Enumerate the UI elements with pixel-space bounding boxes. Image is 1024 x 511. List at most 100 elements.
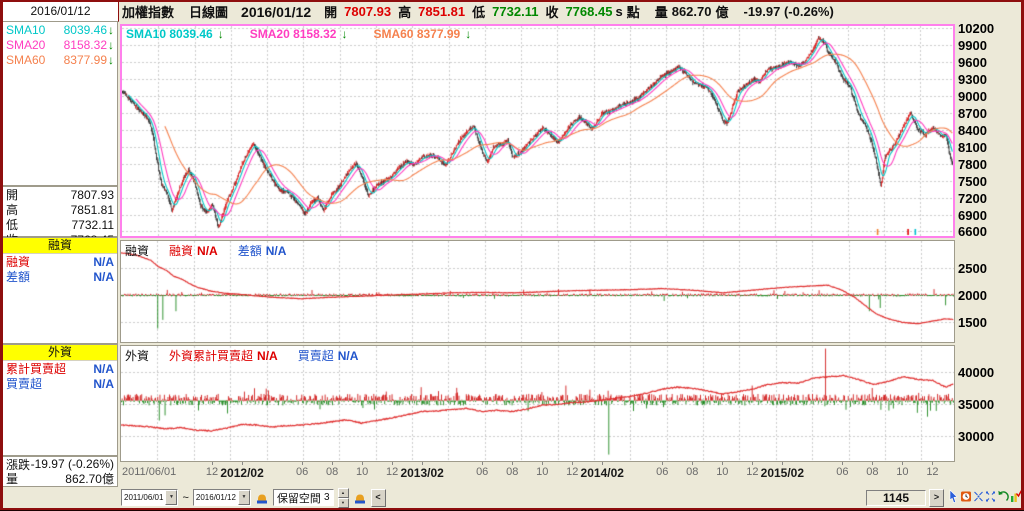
low-label: 低 <box>6 218 19 232</box>
expand-icon[interactable] <box>985 489 996 504</box>
open-row: 開 7807.93 <box>3 187 117 203</box>
x-tick-label: 06 <box>476 466 489 478</box>
margin-canvas[interactable] <box>121 241 954 342</box>
volume-label: 量 <box>654 5 668 20</box>
y-tick-label: 2500 <box>958 261 987 276</box>
foreign-info-box: 外資 累計買賣超 N/A 買賣超 N/A <box>3 344 118 456</box>
foreign-cum-row: 累計買賣超 N/A <box>3 361 117 377</box>
x-tick-mark <box>482 462 484 465</box>
spinner-up-icon[interactable]: ▲ <box>337 487 349 498</box>
x-tick-mark <box>212 462 214 465</box>
date-from-value: 2011/06/01 <box>124 493 164 502</box>
volume-label: 量 <box>6 471 19 486</box>
reserve-space-label: 保留空間 <box>276 492 321 505</box>
low-row: 低 7732.11 <box>3 217 117 233</box>
y-tick-label: 35000 <box>958 396 995 412</box>
x-tick-mark <box>542 462 544 465</box>
x-tick-label: 2014/02 <box>580 466 624 480</box>
high-label: 高 <box>398 5 412 20</box>
sma60-legend: SMA60 8377.99 <box>373 27 461 41</box>
reserve-spinner[interactable]: ▲ ▼ <box>337 487 349 508</box>
date-to-select[interactable]: 2016/01/12 ▼ <box>192 489 251 506</box>
price-panel[interactable]: SMA10 8039.46 ↓ SMA20 8158.32 ↓ SMA60 8377… <box>120 24 955 238</box>
x-tick-label: 2012/02 <box>220 466 264 480</box>
hand-icon[interactable] <box>353 491 367 505</box>
bar-count-display: 1145 <box>866 490 926 506</box>
x-tick-label: 08 <box>686 466 699 478</box>
volume-value: 862.70億 <box>65 471 114 486</box>
date-to-dropdown-button[interactable]: ▼ <box>237 490 250 505</box>
x-tick-label: 12 <box>926 466 939 478</box>
margin-diff-value: N/A <box>93 269 114 284</box>
sma20-legend: SMA20 8158.32 <box>249 27 337 41</box>
foreign-canvas[interactable] <box>121 346 954 461</box>
x-tick-mark <box>512 462 514 465</box>
y-tick-label: 8400 <box>958 122 987 138</box>
volume-row: 量 862.70億 <box>3 471 117 486</box>
date-range-separator: ~ <box>182 491 189 504</box>
x-tick-mark <box>242 462 244 465</box>
index-name: 加權指數 <box>122 5 175 20</box>
sma20-row: SMA20 8158.32↓ <box>3 37 117 52</box>
sma10-label: SMA10 <box>6 22 46 37</box>
x-tick-label: 06 <box>295 466 309 478</box>
margin-legend: 融資 融資 N/A 差額 N/A <box>125 242 286 259</box>
x-tick-mark <box>692 462 694 465</box>
x-tick-mark <box>782 462 784 465</box>
reserve-space-field[interactable]: 保留空間 3 <box>272 489 334 506</box>
margin-label: 融資 <box>6 255 31 269</box>
undo-icon[interactable] <box>997 489 1009 504</box>
diff-series-value: N/A <box>265 243 287 258</box>
y-tick-label: 6900 <box>958 207 987 223</box>
margin-panel[interactable]: 融資 融資 N/A 差額 N/A <box>120 240 955 343</box>
pointer-icon[interactable] <box>948 489 959 504</box>
x-tick-mark <box>362 462 364 465</box>
y-tick-label: 8100 <box>958 139 987 155</box>
high-value: 7851.81 <box>418 4 466 19</box>
chart-type: 日線圖 <box>189 5 229 20</box>
date-from-dropdown-button[interactable]: ▼ <box>165 490 178 505</box>
down-arrow-icon: ↓ <box>108 37 114 52</box>
scroll-right-button[interactable]: > <box>929 489 944 507</box>
header-date: 2016/01/12 <box>241 3 312 20</box>
sma10-legend: SMA10 8039.46 <box>126 27 213 41</box>
open-value: 7807.93 <box>344 4 392 19</box>
date-from-select[interactable]: 2011/06/01 ▼ <box>121 489 179 506</box>
x-tick-label: 08 <box>325 466 339 478</box>
margin-series-label: 融資 <box>169 244 194 258</box>
volume-unit: 億 <box>715 5 729 20</box>
x-tick-mark <box>872 462 874 465</box>
y-tick-label: 6600 <box>958 224 987 240</box>
chart-check-icon[interactable] <box>1010 489 1022 504</box>
close-value: 7768.45 <box>565 4 613 19</box>
y-tick-label: 8700 <box>958 105 987 121</box>
y-tick-label: 10200 <box>958 21 995 37</box>
current-date-box[interactable]: 2016/01/12 <box>3 2 119 22</box>
y-tick-label: 7800 <box>958 156 987 172</box>
change-row: 漲跌 -19.97 (-0.26%) <box>3 457 117 472</box>
foreign-cum-series-value: N/A <box>257 348 278 363</box>
foreign-panel[interactable]: 外資 外資累計買賣超 N/A 買賣超 N/A <box>120 345 955 462</box>
x-tick-label: 2013/02 <box>400 466 444 480</box>
y-tick-label: 40000 <box>958 364 995 380</box>
foreign-net-series-label: 買賣超 <box>297 349 334 363</box>
open-label: 開 <box>324 5 338 20</box>
spinner-down-icon[interactable]: ▼ <box>337 497 349 508</box>
high-row: 高 7851.81 <box>3 202 117 218</box>
high-label: 高 <box>6 203 19 217</box>
y-tick-label: 30000 <box>958 428 995 444</box>
quote-header: 加權指數 日線圖 2016/01/12 開 7807.93 高 7851.81 … <box>122 2 1021 21</box>
y-tick-label: 9300 <box>958 72 987 88</box>
sma10-row: SMA10 8039.46↓ <box>3 22 117 37</box>
hand-icon[interactable] <box>255 491 269 505</box>
scroll-left-button[interactable]: < <box>370 488 386 507</box>
clock-icon[interactable] <box>960 489 972 504</box>
current-date: 2016/01/12 <box>30 4 91 18</box>
foreign-cum-label: 累計買賣超 <box>6 362 67 376</box>
x-tick-label: 06 <box>656 466 669 478</box>
collapse-icon[interactable] <box>973 489 984 504</box>
y-tick-label: 2000 <box>958 288 987 303</box>
price-canvas[interactable] <box>122 26 953 236</box>
